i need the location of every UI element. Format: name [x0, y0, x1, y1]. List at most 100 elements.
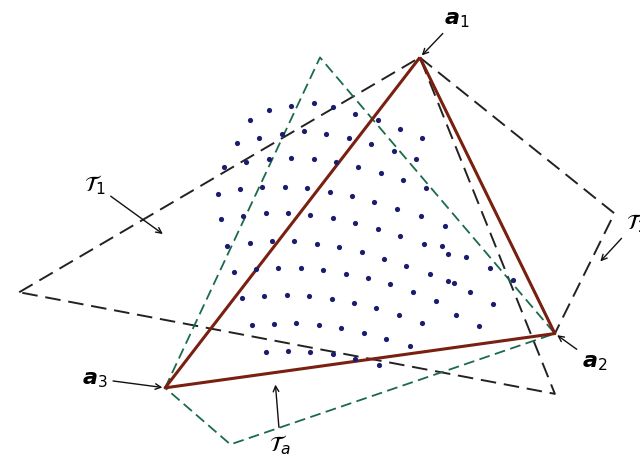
Point: [392, 206, 402, 213]
Point: [260, 348, 271, 356]
Point: [286, 103, 296, 110]
Point: [356, 249, 367, 256]
Point: [328, 104, 338, 111]
Point: [291, 319, 301, 327]
Point: [347, 193, 357, 200]
Point: [372, 117, 383, 124]
Point: [267, 238, 277, 245]
Point: [289, 238, 300, 245]
Point: [417, 135, 428, 143]
Point: [350, 355, 360, 363]
Point: [425, 270, 435, 278]
Point: [326, 295, 337, 303]
Point: [371, 305, 381, 312]
Point: [340, 270, 351, 278]
Point: [363, 275, 373, 282]
Point: [408, 289, 418, 296]
Point: [366, 141, 376, 148]
Point: [212, 191, 223, 198]
Text: $\mathcal{T}_a$: $\mathcal{T}_a$: [269, 386, 291, 457]
Point: [308, 100, 319, 108]
Point: [219, 164, 229, 171]
Point: [379, 256, 389, 263]
Point: [372, 225, 383, 233]
Point: [488, 301, 498, 308]
Point: [416, 213, 426, 220]
Point: [264, 156, 274, 163]
Point: [308, 156, 319, 163]
Point: [283, 210, 293, 218]
Point: [353, 164, 364, 171]
Point: [254, 135, 264, 143]
Point: [237, 295, 247, 302]
Point: [305, 212, 316, 219]
Point: [411, 156, 421, 163]
Point: [260, 210, 271, 218]
Point: [334, 244, 344, 251]
Point: [465, 289, 476, 296]
Point: [385, 281, 396, 288]
Point: [244, 117, 255, 124]
Point: [312, 241, 322, 248]
Point: [331, 159, 341, 167]
Point: [246, 321, 257, 329]
Point: [244, 239, 255, 247]
Point: [404, 343, 415, 350]
Point: [269, 320, 279, 328]
Point: [238, 213, 248, 220]
Point: [350, 219, 360, 227]
Point: [474, 323, 484, 330]
Point: [431, 297, 442, 305]
Point: [251, 266, 261, 273]
Point: [451, 312, 461, 319]
Point: [349, 300, 359, 307]
Point: [508, 277, 518, 284]
Point: [299, 128, 309, 136]
Point: [235, 186, 245, 194]
Point: [440, 223, 450, 231]
Point: [305, 348, 316, 356]
Point: [398, 177, 408, 184]
Point: [358, 330, 369, 337]
Point: [395, 126, 405, 133]
Point: [324, 188, 335, 196]
Point: [228, 269, 239, 276]
Text: $\boldsymbol{a}_2$: $\boldsymbol{a}_2$: [558, 336, 607, 372]
Text: $\boldsymbol{a}_3$: $\boldsymbol{a}_3$: [82, 369, 161, 389]
Point: [318, 267, 328, 275]
Point: [314, 321, 324, 329]
Point: [286, 155, 296, 162]
Text: $\mathcal{T}_2$: $\mathcal{T}_2$: [602, 211, 640, 261]
Point: [419, 241, 429, 248]
Point: [443, 278, 453, 285]
Point: [304, 293, 314, 300]
Point: [276, 131, 287, 138]
Point: [257, 184, 268, 191]
Point: [283, 347, 293, 355]
Text: $\boldsymbol{a}_1$: $\boldsymbol{a}_1$: [423, 10, 470, 55]
Text: $\mathcal{T}_1$: $\mathcal{T}_1$: [84, 174, 162, 234]
Point: [280, 184, 290, 191]
Point: [336, 325, 346, 332]
Point: [328, 215, 338, 222]
Point: [436, 243, 447, 250]
Point: [241, 159, 252, 167]
Point: [388, 148, 399, 156]
Point: [374, 361, 384, 369]
Point: [394, 311, 404, 319]
Point: [350, 111, 360, 119]
Point: [282, 292, 292, 299]
Point: [302, 185, 312, 193]
Point: [296, 265, 306, 272]
Point: [369, 199, 380, 206]
Point: [484, 265, 495, 272]
Point: [273, 265, 284, 272]
Point: [328, 351, 338, 358]
Point: [381, 335, 391, 343]
Point: [417, 319, 428, 327]
Point: [376, 170, 386, 177]
Point: [443, 251, 453, 258]
Point: [264, 107, 274, 115]
Point: [222, 243, 232, 250]
Point: [321, 131, 332, 138]
